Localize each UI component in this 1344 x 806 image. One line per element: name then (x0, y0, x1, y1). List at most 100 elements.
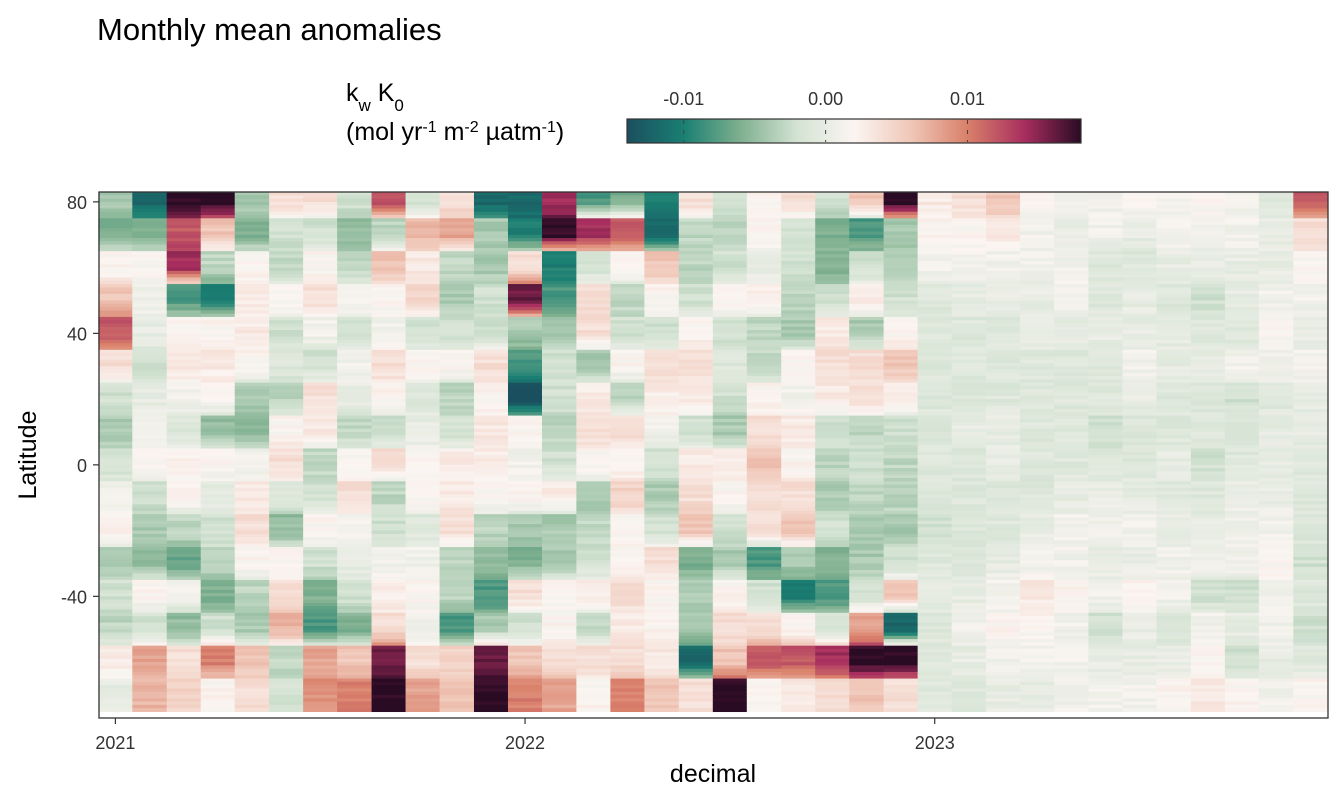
heatmap-cell (576, 231, 612, 236)
heatmap-cell (746, 422, 782, 427)
heatmap-cell (337, 208, 372, 213)
heatmap-cell (371, 257, 407, 262)
heatmap-cell (1122, 372, 1158, 377)
heatmap-cell (1020, 405, 1055, 410)
heatmap-cell (1054, 658, 1089, 663)
heatmap-cell (644, 392, 680, 397)
heatmap-cell (371, 681, 407, 686)
heatmap-cell (1122, 392, 1158, 397)
heatmap-cell (1020, 474, 1055, 479)
heatmap-cell (644, 241, 680, 246)
heatmap-cell (917, 205, 953, 210)
heatmap-cell (917, 602, 953, 607)
heatmap-cell (405, 602, 441, 607)
heatmap-cell (405, 211, 441, 216)
heatmap-cell (473, 201, 509, 206)
heatmap-cell (951, 622, 987, 627)
heatmap-cell (746, 320, 782, 325)
heatmap-cell (371, 593, 407, 597)
heatmap-cell (678, 224, 714, 229)
heatmap-cell (644, 474, 680, 479)
heatmap-cell (98, 579, 134, 584)
heatmap-cell (541, 408, 577, 413)
heatmap-cell (1020, 201, 1055, 206)
heatmap-cell (849, 254, 884, 259)
heatmap-cell (269, 221, 304, 226)
heatmap-cell (1122, 530, 1158, 535)
heatmap-cell (269, 218, 304, 223)
heatmap-cell (234, 346, 270, 351)
heatmap-cell (781, 537, 816, 542)
heatmap-cell (166, 606, 202, 611)
heatmap-cell (951, 389, 987, 394)
heatmap-cell (507, 533, 543, 538)
heatmap-cell (132, 261, 168, 265)
heatmap-cell (473, 379, 509, 384)
heatmap-cell (951, 359, 987, 364)
heatmap-cell (303, 619, 338, 624)
heatmap-cell (1020, 520, 1055, 525)
heatmap-cell (781, 247, 816, 252)
heatmap-cell (849, 599, 884, 604)
heatmap-cell (815, 632, 850, 637)
heatmap-cell (678, 645, 714, 650)
heatmap-cell (507, 428, 543, 433)
heatmap-cell (507, 392, 543, 397)
heatmap-cell (849, 438, 884, 443)
heatmap-cell (1088, 385, 1124, 390)
heatmap-cell (303, 241, 338, 246)
heatmap-cell (610, 313, 646, 318)
heatmap-cell (746, 576, 782, 581)
heatmap-cell (917, 428, 953, 433)
heatmap-cell (644, 606, 680, 611)
heatmap-cell (1054, 606, 1089, 611)
heatmap-cell (132, 274, 168, 279)
heatmap-cell (234, 280, 270, 285)
heatmap-cell (541, 553, 577, 558)
heatmap-cell (473, 280, 509, 285)
heatmap-cell (1020, 652, 1055, 657)
heatmap-cell (951, 639, 987, 643)
heatmap-cell (439, 652, 475, 657)
heatmap-cell (576, 333, 612, 338)
heatmap-cell (132, 257, 168, 262)
heatmap-cell (986, 320, 1021, 325)
heatmap-cell (405, 376, 441, 380)
heatmap-cell (883, 244, 919, 249)
heatmap-cell (371, 537, 407, 542)
heatmap-cell (986, 284, 1021, 288)
heatmap-cell (1122, 632, 1158, 637)
heatmap-cell (234, 701, 270, 706)
heatmap-cell (439, 501, 475, 505)
heatmap-cell (644, 231, 680, 236)
heatmap-cell (781, 675, 816, 680)
heatmap-cell (1156, 280, 1192, 285)
heatmap-cell (166, 290, 202, 295)
heatmap-cell (200, 639, 236, 643)
heatmap-cell (371, 570, 407, 574)
heatmap-cell (986, 392, 1021, 397)
heatmap-cell (473, 504, 509, 509)
heatmap-cell (234, 376, 270, 380)
heatmap-cell (815, 241, 850, 246)
heatmap-cell (1122, 501, 1158, 505)
heatmap-cell (337, 330, 372, 334)
heatmap-cell (917, 573, 953, 578)
heatmap-cell (303, 445, 338, 450)
heatmap-cell (1020, 408, 1055, 413)
heatmap-cell (371, 632, 407, 637)
heatmap-cell (1054, 691, 1089, 696)
heatmap-cell (610, 330, 646, 334)
heatmap-cell (951, 625, 987, 630)
heatmap-cell (200, 694, 236, 699)
heatmap-cell (371, 458, 407, 463)
heatmap-cell (132, 247, 168, 252)
heatmap-cell (439, 688, 475, 693)
heatmap-cell (815, 402, 850, 407)
heatmap-cell (234, 474, 270, 479)
heatmap-cell (781, 192, 816, 196)
heatmap-cell (1020, 320, 1055, 325)
heatmap-cell (644, 514, 680, 519)
heatmap-cell (1122, 612, 1158, 617)
heatmap-cell (610, 428, 646, 433)
